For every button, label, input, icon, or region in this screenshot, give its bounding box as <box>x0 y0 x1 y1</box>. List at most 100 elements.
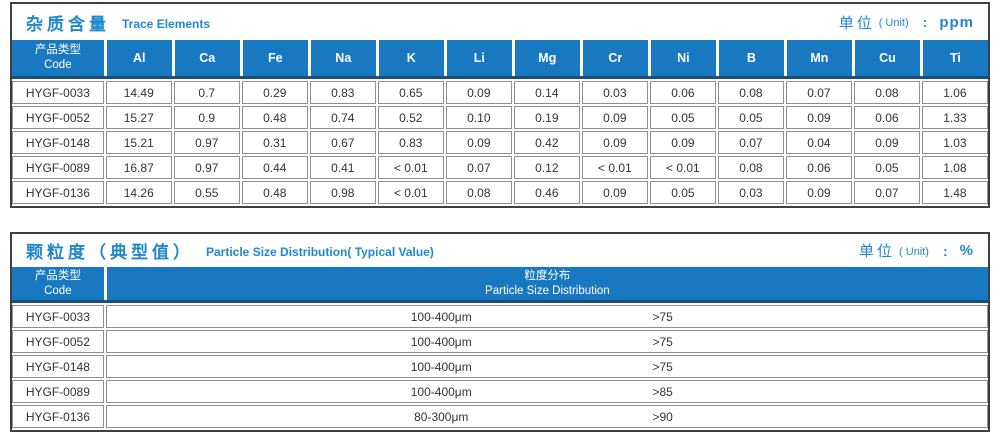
row-code: HYGF-0148 <box>12 355 104 378</box>
trace-value-cell: 0.9 <box>173 106 240 129</box>
size-range: 80-300μm <box>414 409 469 424</box>
trace-value-cell: 1.06 <box>921 81 988 104</box>
trace-value-cell: 0.07 <box>445 156 512 179</box>
trace-value-cell: 0.08 <box>717 156 784 179</box>
psd-table-body: HYGF-0033 100-400μm >75 HYGF-0052 100-400μm >… <box>12 305 988 428</box>
trace-value-cell: 0.03 <box>581 81 648 104</box>
trace-value-cell: 0.08 <box>717 81 784 104</box>
trace-value-cell: 0.07 <box>785 81 852 104</box>
trace-value-cell: 0.09 <box>445 131 512 154</box>
trace-value-cell: 15.27 <box>105 106 172 129</box>
table-row: HYGF-0136 14.26 0.55 0.48 0.98 < 0.01 0.08 0.46… <box>12 181 988 204</box>
element-column-header: K <box>378 40 444 76</box>
trace-value-cell: 0.83 <box>309 81 376 104</box>
trace-value-cell: 1.03 <box>921 131 988 154</box>
element-column-header: B <box>718 40 784 76</box>
trace-value-cell: 0.06 <box>785 156 852 179</box>
trace-value-cell: 0.97 <box>173 156 240 179</box>
dist-header-zh: 粒度分布 <box>524 269 571 282</box>
trace-value-cell: 0.04 <box>785 131 852 154</box>
trace-value-cell: 0.05 <box>717 106 784 129</box>
element-column-header: Al <box>106 40 172 76</box>
trace-value-cell: 1.48 <box>921 181 988 204</box>
code-column-header: 产品类型 Code <box>12 40 104 76</box>
trace-value-cell: 16.87 <box>105 156 172 179</box>
trace-value-cell: 0.65 <box>377 81 444 104</box>
row-code: HYGF-0089 <box>12 380 104 403</box>
row-code: HYGF-0033 <box>12 305 104 328</box>
unit-label-zh: 单位 <box>838 14 875 32</box>
percentage-value: >90 <box>652 409 673 424</box>
trace-value-cell: 0.83 <box>377 131 444 154</box>
code-header-zh: 产品类型 <box>34 44 81 57</box>
table-row: HYGF-0052 100-400μm >75 <box>12 330 988 353</box>
trace-value-cell: 0.74 <box>309 106 376 129</box>
row-code: HYGF-0089 <box>12 156 104 179</box>
size-range: 100-400μm <box>410 309 472 324</box>
trace-value-cell: 0.09 <box>649 131 716 154</box>
trace-unit: 单位 ( Unit) : ppm <box>839 12 974 33</box>
element-column-header: Ti <box>922 40 988 76</box>
trace-value-cell: 0.55 <box>173 181 240 204</box>
trace-value-cell: 0.06 <box>853 106 920 129</box>
unit-label-en: ( Unit) <box>878 17 909 29</box>
table-row: HYGF-0089 100-400μm >85 <box>12 380 988 403</box>
trace-value-cell: < 0.01 <box>649 156 716 179</box>
trace-value-cell: 0.97 <box>173 131 240 154</box>
trace-value-cell: 0.29 <box>241 81 308 104</box>
trace-value-cell: 0.41 <box>309 156 376 179</box>
trace-value-cell: 0.52 <box>377 106 444 129</box>
trace-value-cell: < 0.01 <box>377 181 444 204</box>
trace-value-cell: 1.33 <box>921 106 988 129</box>
trace-value-cell: 0.06 <box>649 81 716 104</box>
trace-value-cell: 0.09 <box>581 106 648 129</box>
trace-value-cell: 0.09 <box>785 181 852 204</box>
table-row: HYGF-0148 15.21 0.97 0.31 0.67 0.83 0.09 0.42 0.… <box>12 131 988 154</box>
percentage-value: >75 <box>652 309 673 324</box>
dist-header-en: Particle Size Distribution <box>485 284 610 297</box>
psd-header-row: 产品类型 Code 粒度分布 Particle Size Distributio… <box>12 267 988 303</box>
distribution-cell: 80-300μm >90 <box>105 405 988 428</box>
trace-value-cell: 0.03 <box>717 181 784 204</box>
trace-value-cell: 0.46 <box>513 181 580 204</box>
code-header-en: Code <box>44 284 72 297</box>
trace-value-cell: 0.09 <box>785 106 852 129</box>
trace-value-cell: 0.09 <box>581 181 648 204</box>
element-column-header: Cr <box>582 40 648 76</box>
size-range: 100-400μm <box>410 334 472 349</box>
unit-label-en: ( Unit) <box>899 245 929 258</box>
trace-title-en: Trace Elements <box>122 16 211 31</box>
row-code: HYGF-0136 <box>12 181 104 204</box>
psd-title-zh: 颗粒度（典型值） <box>26 243 194 262</box>
distribution-cell: 100-400μm >75 <box>105 305 988 328</box>
psd-title-bar: 颗粒度（典型值） Particle Size Distribution( Typ… <box>12 234 988 267</box>
row-code: HYGF-0033 <box>12 81 104 104</box>
trace-value-cell: 0.19 <box>513 106 580 129</box>
element-column-header: Li <box>446 40 512 76</box>
trace-value-cell: 0.08 <box>853 81 920 104</box>
table-row: HYGF-0148 100-400μm >75 <box>12 355 988 378</box>
trace-value-cell: 0.98 <box>309 181 376 204</box>
trace-value-cell: 0.07 <box>853 181 920 204</box>
code-column-header: 产品类型 Code <box>12 267 104 300</box>
particle-size-table: 颗粒度（典型值） Particle Size Distribution( Typ… <box>10 232 990 432</box>
trace-value-cell: 0.09 <box>853 131 920 154</box>
element-column-header: Mn <box>786 40 852 76</box>
row-code: HYGF-0148 <box>12 131 104 154</box>
trace-value-cell: 0.48 <box>241 106 308 129</box>
trace-value-cell: 14.49 <box>105 81 172 104</box>
row-code: HYGF-0052 <box>12 106 104 129</box>
psd-unit: 单位 ( Unit) : % <box>859 240 974 261</box>
element-column-header: Na <box>310 40 376 76</box>
unit-label-zh: 单位 <box>859 243 896 260</box>
trace-value-cell: 0.31 <box>241 131 308 154</box>
element-column-header: Fe <box>242 40 308 76</box>
unit-value: ppm <box>939 13 974 31</box>
trace-value-cell: 0.10 <box>445 106 512 129</box>
trace-table-body: HYGF-0033 14.49 0.7 0.29 0.83 0.65 0.09 0.14 0.0… <box>12 81 988 204</box>
unit-colon: : <box>922 14 928 30</box>
trace-value-cell: 0.44 <box>241 156 308 179</box>
trace-value-cell: 1.08 <box>921 156 988 179</box>
code-header-zh: 产品类型 <box>34 269 81 282</box>
distribution-cell: 100-400μm >75 <box>105 330 988 353</box>
